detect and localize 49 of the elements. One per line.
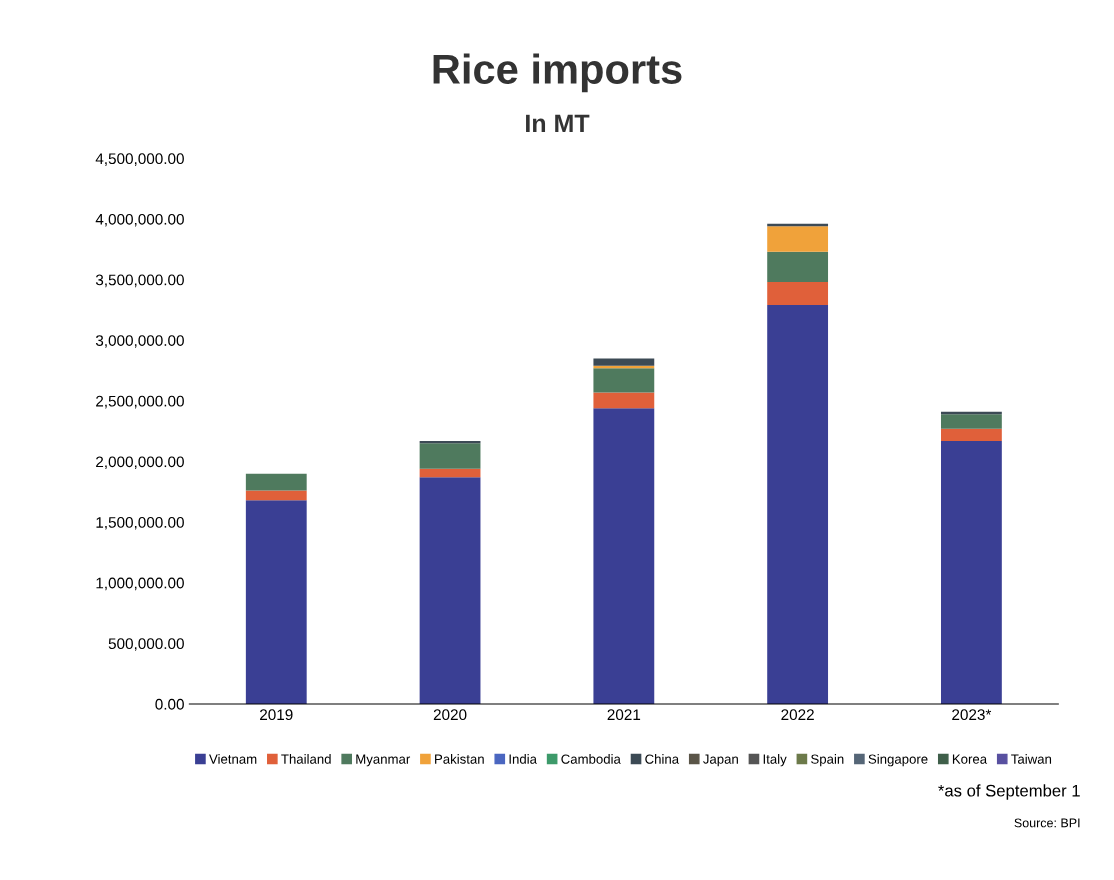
legend-label: Italy	[763, 754, 787, 767]
bar	[245, 500, 307, 704]
bar	[767, 282, 829, 306]
bar	[593, 368, 655, 393]
x-tick-label: 2020	[433, 709, 467, 721]
bar	[941, 414, 1002, 429]
y-tick-label: 500,000.00	[108, 638, 184, 651]
legend-label: Taiwan	[1011, 754, 1052, 764]
y-tick-label: 2,000,000.00	[96, 456, 184, 469]
chart-title: Rice imports	[433, 53, 682, 93]
bar	[941, 440, 1002, 704]
bar	[767, 226, 829, 252]
bar	[593, 358, 655, 366]
x-tick-label: 2023*	[952, 709, 992, 721]
legend-label: Vietnam	[209, 754, 257, 764]
legend-label: Thailand	[281, 754, 331, 764]
bar	[767, 251, 829, 283]
legend-label: China	[645, 754, 680, 764]
bar	[419, 443, 481, 469]
legend-label: Spain	[811, 754, 844, 767]
legend-label: Korea	[952, 754, 988, 764]
chart-subtitle: In MT	[526, 114, 590, 132]
bar	[941, 428, 1002, 441]
bar	[767, 305, 829, 704]
y-tick-label: 0.00	[155, 698, 184, 710]
legend-label: Pakistan	[435, 754, 484, 764]
y-tick-label: 2,500,000.00	[96, 395, 184, 409]
bar	[419, 477, 481, 704]
y-tick-label: 3,000,000.00	[95, 335, 184, 348]
legend-label: Cambodia	[561, 754, 621, 764]
y-tick-label: 4,500,000.00	[95, 153, 184, 166]
y-tick-label: 1,500,000.00	[96, 517, 184, 530]
x-tick-label: 2022	[781, 709, 814, 721]
legend-label: Myanmar	[356, 754, 411, 767]
bar	[419, 468, 481, 478]
bar	[593, 392, 655, 409]
bar	[245, 490, 307, 501]
legend-label: Japan	[703, 754, 738, 767]
y-tick-label: 3,500,000.00	[95, 274, 184, 288]
x-tick-label: 2021	[607, 709, 641, 721]
legend-label: Singapore	[868, 754, 928, 767]
text: *as of September 1	[938, 784, 1080, 800]
y-tick-label: 4,000,000.00	[95, 213, 184, 227]
y-tick-label: 1,000,000.00	[96, 577, 184, 591]
bar	[593, 408, 655, 704]
bar	[245, 473, 307, 491]
legend-label: India	[509, 754, 537, 764]
x-tick-label: 2019	[260, 709, 293, 721]
source-note: Source: BPI	[1014, 818, 1080, 828]
